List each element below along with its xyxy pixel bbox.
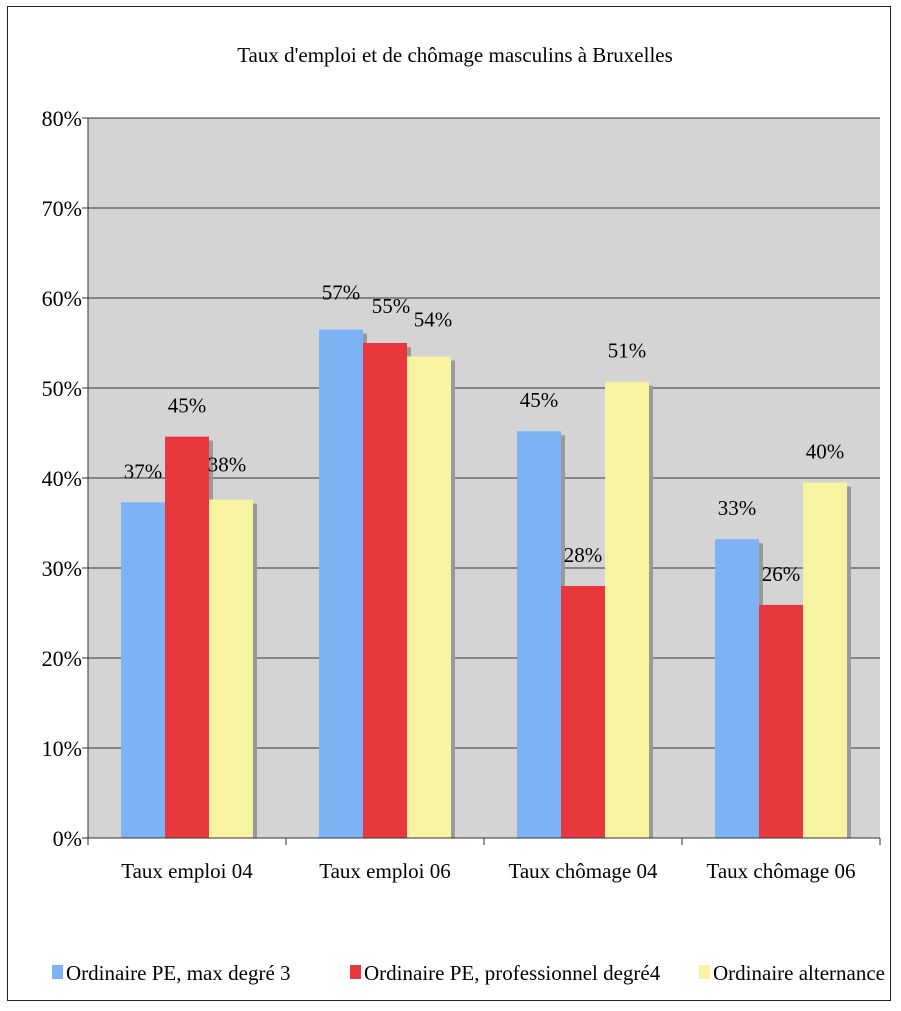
data-label: 45% [520, 388, 559, 412]
bar [561, 586, 605, 838]
bar [407, 356, 451, 838]
y-tick-label: 30% [42, 556, 82, 581]
bars [121, 329, 851, 838]
bar [209, 499, 253, 838]
y-tick-label: 40% [42, 466, 82, 491]
bar [363, 343, 407, 838]
data-label: 37% [124, 459, 163, 483]
data-label: 55% [372, 294, 411, 318]
chart-title: Taux d'emploi et de chômage masculins à … [237, 43, 673, 67]
x-tick-label: Taux emploi 04 [121, 859, 253, 883]
y-tick-label: 10% [42, 736, 82, 761]
bar [803, 482, 847, 838]
bar [715, 539, 759, 838]
legend-label: Ordinaire alternance [713, 961, 885, 985]
bar [165, 436, 209, 838]
legend-swatch [699, 965, 710, 979]
bar [605, 381, 649, 838]
bar [319, 329, 363, 838]
legend-swatch [350, 965, 361, 979]
legend-label: Ordinaire PE, max degré 3 [66, 961, 291, 985]
y-tick-label: 50% [42, 376, 82, 401]
data-label: 38% [208, 453, 247, 477]
y-tick-label: 80% [42, 106, 82, 131]
data-labels: 37% 45% 38% 57% 55%54% 45% 28% 51% 33% 26% 40% [124, 281, 845, 586]
x-tick-label: Taux chômage 06 [707, 859, 856, 883]
data-label: 33% [718, 496, 757, 520]
data-label: 28% [564, 543, 603, 567]
data-label: 57% [322, 281, 361, 305]
x-tick-label: Taux chômage 04 [509, 859, 658, 883]
data-label: 26% [762, 562, 801, 586]
axes: 0% 10% 20% 30% 40% 50% 60% 70% 80% Taux emploi 04… [42, 106, 881, 883]
y-tick-label: 60% [42, 286, 82, 311]
data-label: 40% [806, 440, 845, 464]
x-tick-label: Taux emploi 06 [319, 859, 451, 883]
bar [759, 604, 803, 838]
y-tick-label: 70% [42, 196, 82, 221]
bar [517, 431, 561, 838]
y-tick-label: 0% [53, 826, 82, 851]
y-tick-label: 20% [42, 646, 82, 671]
data-label: 45% [168, 394, 207, 418]
data-label: 54% [414, 308, 453, 332]
legend-swatch [52, 965, 63, 979]
data-label: 51% [608, 339, 647, 363]
legend: Ordinaire PE, max degré 3 Ordinaire PE, p… [52, 961, 885, 985]
bar [121, 502, 165, 838]
legend-label: Ordinaire PE, professionnel degré4 [364, 961, 661, 985]
